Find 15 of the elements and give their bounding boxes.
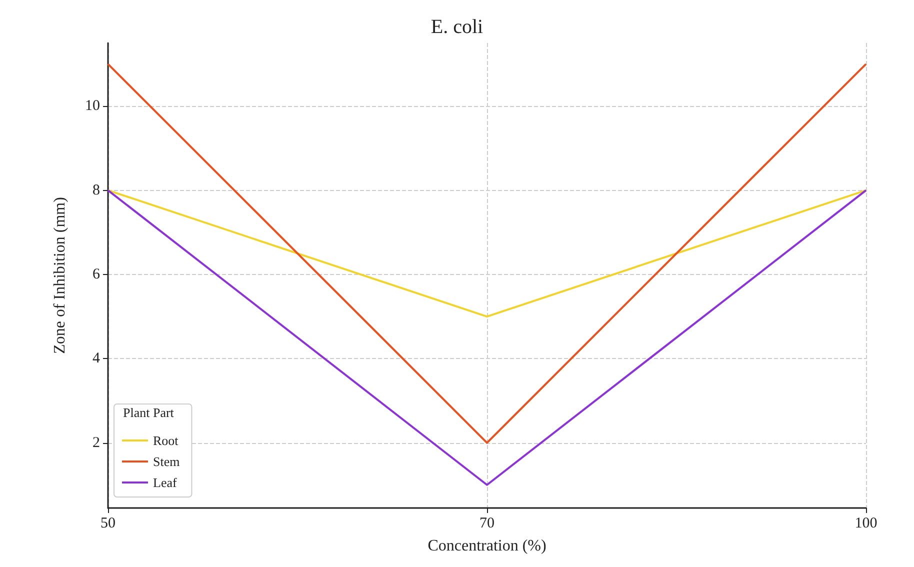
chart-title: E. coli xyxy=(430,16,484,38)
y-axis-title: Zone of Inhibition (mm) xyxy=(52,197,68,354)
legend-label: Root xyxy=(153,433,179,448)
x-tick-label: 100 xyxy=(854,516,878,532)
y-tick-label: 2 xyxy=(92,434,100,451)
x-tick-label: 70 xyxy=(480,516,494,532)
x-axis-title: Concentration (%) xyxy=(428,538,546,554)
y-tick-label: 6 xyxy=(92,266,100,282)
legend-label: Stem xyxy=(153,454,180,469)
y-tick-label: 8 xyxy=(92,182,100,198)
legend-title: Plant Part xyxy=(123,405,174,420)
y-tick-label: 4 xyxy=(92,350,100,367)
x-tick-label: 50 xyxy=(100,516,116,532)
y-tick-label: 10 xyxy=(85,98,100,114)
legend-label: Leaf xyxy=(153,475,178,490)
